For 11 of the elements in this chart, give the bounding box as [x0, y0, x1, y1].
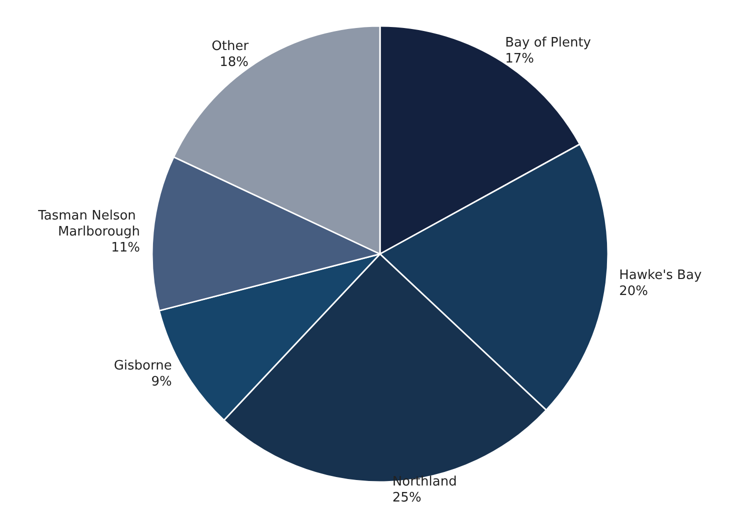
slice-label: Hawke's Bay [619, 268, 702, 284]
slice-label: Tasman Nelson Marlborough [37, 208, 140, 240]
data-label: 17% [505, 51, 534, 66]
data-label: 20% [619, 284, 648, 300]
data-label: 11% [111, 240, 140, 256]
data-label: 18% [220, 55, 249, 70]
data-label: 9% [151, 374, 172, 390]
slice-label: Bay of Plenty [505, 35, 592, 50]
slice-label: Gisborne [114, 358, 172, 374]
data-label: 25% [392, 490, 422, 506]
slice-label: Other [212, 39, 250, 54]
